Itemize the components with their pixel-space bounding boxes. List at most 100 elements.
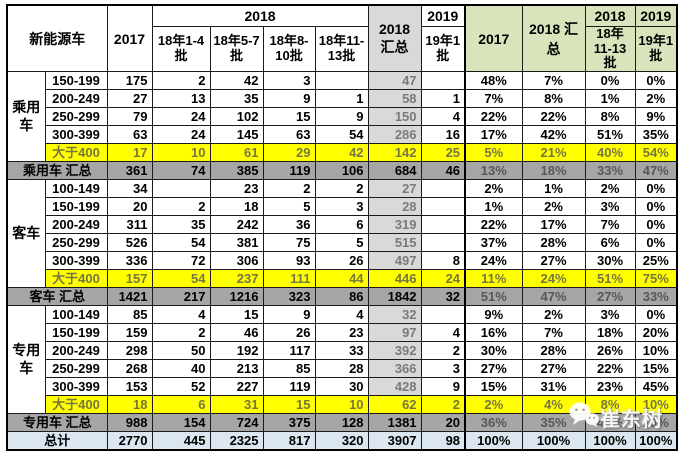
grand-total-cell: 100% — [634, 431, 678, 451]
value-cell: 42 — [314, 143, 369, 162]
value-cell: 10% — [634, 395, 678, 414]
total-value-cell: 361 — [106, 161, 153, 180]
header-batch-11-13: 18年11-13批 — [314, 26, 369, 72]
total-value-cell: 86 — [314, 287, 369, 306]
value-cell: 63 — [262, 125, 316, 144]
value-cell: 24 — [420, 269, 466, 288]
value-cell: 4 — [151, 305, 211, 324]
total-value-cell: 13% — [464, 161, 523, 180]
total-value-cell: 217 — [151, 287, 211, 306]
value-cell: 4 — [420, 107, 466, 126]
value-cell: 54 — [314, 125, 369, 144]
value-cell: 2 — [314, 179, 369, 198]
header-batch-8-10: 18年8-10批 — [262, 26, 316, 72]
total-value-cell: 988 — [106, 413, 153, 432]
range-label: 200-249 — [44, 215, 108, 234]
total-value-cell: 20% — [634, 413, 678, 432]
total-value-cell: 1381 — [367, 413, 422, 432]
total-value-cell: 20 — [420, 413, 466, 432]
value-cell: 45% — [634, 377, 678, 396]
range-label: 300-399 — [44, 125, 108, 144]
value-cell: 35 — [151, 215, 211, 234]
table-row: 300-399 153 52 227 119 30 428 9 15% 31% 23% 45% — [7, 377, 678, 396]
header-vehicle-type: 新能源车 — [6, 4, 108, 72]
value-cell: 8% — [584, 395, 636, 414]
range-label: 150-199 — [44, 197, 108, 216]
range-label: 100-149 — [44, 305, 108, 324]
value-cell: 27% — [521, 251, 586, 270]
value-cell: 62 — [367, 395, 422, 414]
value-cell — [420, 179, 466, 198]
value-cell — [314, 71, 369, 90]
table-row: 200-249 298 50 192 117 33 392 2 30% 28% 26% 10% — [7, 341, 678, 360]
value-cell: 1 — [314, 89, 369, 108]
value-cell: 15 — [262, 395, 316, 414]
value-cell: 2% — [521, 305, 586, 324]
range-label: 250-299 — [44, 359, 108, 378]
value-cell: 16% — [464, 323, 523, 342]
total-value-cell: 106 — [314, 161, 369, 180]
table-row: 250-299 79 24 102 15 9 150 4 22% 22% 8% 9% — [7, 107, 678, 126]
value-cell: 2 — [151, 323, 211, 342]
value-cell: 213 — [209, 359, 264, 378]
total-value-cell: 27% — [584, 287, 636, 306]
value-cell: 3 — [314, 197, 369, 216]
value-cell — [420, 197, 466, 216]
value-cell: 25% — [634, 251, 678, 270]
value-cell: 102 — [209, 107, 264, 126]
value-cell: 2 — [420, 341, 466, 360]
value-cell: 311 — [106, 215, 153, 234]
value-cell: 26 — [314, 251, 369, 270]
total-value-cell: 40% — [584, 413, 636, 432]
value-cell — [151, 179, 211, 198]
value-cell: 2% — [464, 395, 523, 414]
value-cell: 2% — [464, 179, 523, 198]
grand-total-cell: 100% — [464, 431, 523, 451]
value-cell: 0% — [634, 215, 678, 234]
value-cell: 31 — [209, 395, 264, 414]
value-cell: 0% — [634, 233, 678, 252]
value-cell: 8% — [584, 107, 636, 126]
value-cell: 9 — [314, 107, 369, 126]
value-cell: 51% — [584, 125, 636, 144]
value-cell: 30% — [584, 251, 636, 270]
value-cell: 48% — [464, 71, 523, 90]
value-cell: 27% — [521, 359, 586, 378]
value-cell: 1% — [584, 89, 636, 108]
section-total-row: 乘用车 汇总 361 74 385 119 106 684 46 13% 18% 33% 47% — [6, 161, 678, 180]
value-cell: 526 — [106, 233, 153, 252]
value-cell: 15% — [464, 377, 523, 396]
value-cell: 428 — [367, 377, 422, 396]
table-row: 客车 100-149 34 23 2 2 27 2% 1% 2% 0% — [6, 179, 678, 288]
value-cell — [420, 233, 466, 252]
header-pct-batch-11-13: 18年11-13批 — [584, 26, 636, 72]
value-cell — [420, 71, 466, 90]
value-cell: 9% — [464, 305, 523, 324]
value-cell: 227 — [209, 377, 264, 396]
range-label: 100-149 — [44, 179, 108, 198]
grand-total-cell: 100% — [584, 431, 636, 451]
value-cell: 29 — [262, 143, 316, 162]
value-cell: 2 — [151, 197, 211, 216]
value-cell: 30% — [464, 341, 523, 360]
range-label: 300-399 — [44, 251, 108, 270]
total-value-cell: 33% — [634, 287, 678, 306]
value-cell: 24 — [151, 125, 211, 144]
value-cell: 175 — [106, 71, 153, 90]
value-cell: 11% — [464, 269, 523, 288]
value-cell: 2% — [521, 197, 586, 216]
value-cell: 28 — [314, 359, 369, 378]
total-value-cell: 385 — [209, 161, 264, 180]
section-total-row: 专用车 汇总 988 154 724 375 128 1381 20 36% 35% 40% 20% — [6, 413, 678, 432]
value-cell: 35% — [634, 125, 678, 144]
value-cell: 17% — [464, 125, 523, 144]
value-cell: 153 — [106, 377, 153, 396]
value-cell — [420, 305, 466, 324]
value-cell: 366 — [367, 359, 422, 378]
value-cell: 63 — [106, 125, 153, 144]
nev-range-subsidy-table: 新能源车 2017 2018 2018 汇总 2019 2017 2018 汇总… — [6, 4, 679, 451]
value-cell: 0% — [634, 71, 678, 90]
total-value-cell: 119 — [262, 161, 316, 180]
header-pct-2019-group: 2019 — [634, 4, 678, 27]
value-cell: 58 — [367, 89, 422, 108]
